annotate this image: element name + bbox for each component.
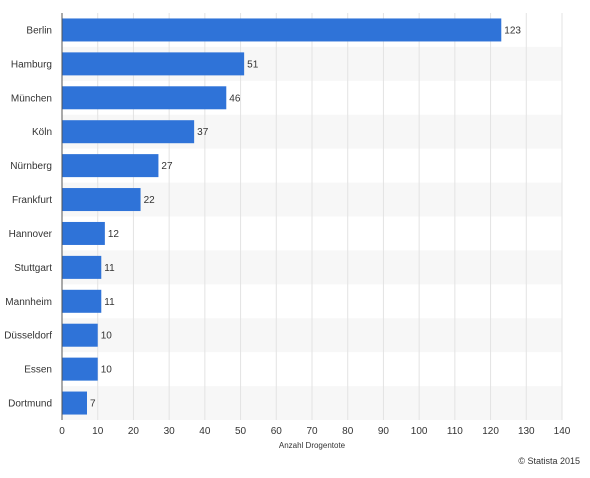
data-label: 51 bbox=[247, 59, 259, 70]
bar bbox=[62, 120, 195, 144]
category-label: Düsseldorf bbox=[4, 331, 52, 342]
value-labels: 123 51 46 37 27 22 12 11 11 10 10 7 bbox=[90, 25, 521, 409]
category-label: Dortmund bbox=[8, 399, 52, 410]
data-label: 10 bbox=[101, 331, 113, 342]
category-label: Köln bbox=[32, 127, 52, 138]
x-axis-label: Anzahl Drogentote bbox=[279, 441, 346, 450]
x-tick-label: 60 bbox=[271, 426, 283, 437]
source-credit: © Statista 2015 bbox=[518, 456, 580, 466]
x-tick-label: 110 bbox=[447, 426, 463, 437]
category-label: München bbox=[11, 93, 52, 104]
x-tick-label: 80 bbox=[342, 426, 354, 437]
bar bbox=[62, 154, 159, 178]
x-tick-label: 30 bbox=[164, 426, 176, 437]
x-tick-label: 40 bbox=[199, 426, 211, 437]
bar bbox=[62, 221, 105, 245]
data-label: 123 bbox=[504, 25, 521, 36]
data-label: 11 bbox=[104, 297, 115, 308]
data-label: 12 bbox=[108, 229, 120, 240]
bar bbox=[62, 357, 98, 381]
data-label: 7 bbox=[90, 399, 96, 410]
category-label: Hamburg bbox=[11, 59, 52, 70]
x-tick-label: 90 bbox=[378, 426, 390, 437]
x-tick-label: 130 bbox=[518, 426, 535, 437]
x-tick-label: 50 bbox=[235, 426, 247, 437]
x-tick-label: 120 bbox=[482, 426, 499, 437]
data-label: 22 bbox=[144, 195, 156, 206]
x-tick-label: 10 bbox=[92, 426, 104, 437]
bar bbox=[62, 323, 98, 347]
bar bbox=[62, 52, 245, 76]
bar bbox=[62, 289, 102, 313]
category-label: Nürnberg bbox=[10, 161, 52, 172]
x-tick-label: 20 bbox=[128, 426, 140, 437]
data-label: 10 bbox=[101, 365, 113, 376]
bar bbox=[62, 391, 87, 415]
category-label: Stuttgart bbox=[14, 263, 52, 274]
x-tick-label: 0 bbox=[59, 426, 65, 437]
category-label: Essen bbox=[24, 365, 52, 376]
data-label: 46 bbox=[229, 93, 241, 104]
category-label: Mannheim bbox=[5, 297, 52, 308]
bar bbox=[62, 255, 102, 279]
data-label: 27 bbox=[161, 161, 173, 172]
x-tick-label: 70 bbox=[306, 426, 318, 437]
x-tick-labels: 0 10 20 30 40 50 60 70 80 90 100 110 120 130 140 bbox=[59, 426, 571, 437]
data-label: 37 bbox=[197, 127, 209, 138]
category-label: Berlin bbox=[26, 25, 52, 36]
category-labels: Berlin Hamburg München Köln Nürnberg Frankfur… bbox=[4, 25, 52, 409]
category-label: Frankfurt bbox=[12, 195, 52, 206]
bars bbox=[62, 18, 502, 415]
data-label: 11 bbox=[104, 263, 115, 274]
gridlines bbox=[97, 13, 563, 420]
category-label: Hannover bbox=[9, 229, 53, 240]
x-tick-label: 140 bbox=[554, 426, 571, 437]
bar bbox=[62, 188, 141, 212]
bar bbox=[62, 86, 227, 110]
bar bbox=[62, 18, 502, 42]
x-tick-label: 100 bbox=[411, 426, 428, 437]
